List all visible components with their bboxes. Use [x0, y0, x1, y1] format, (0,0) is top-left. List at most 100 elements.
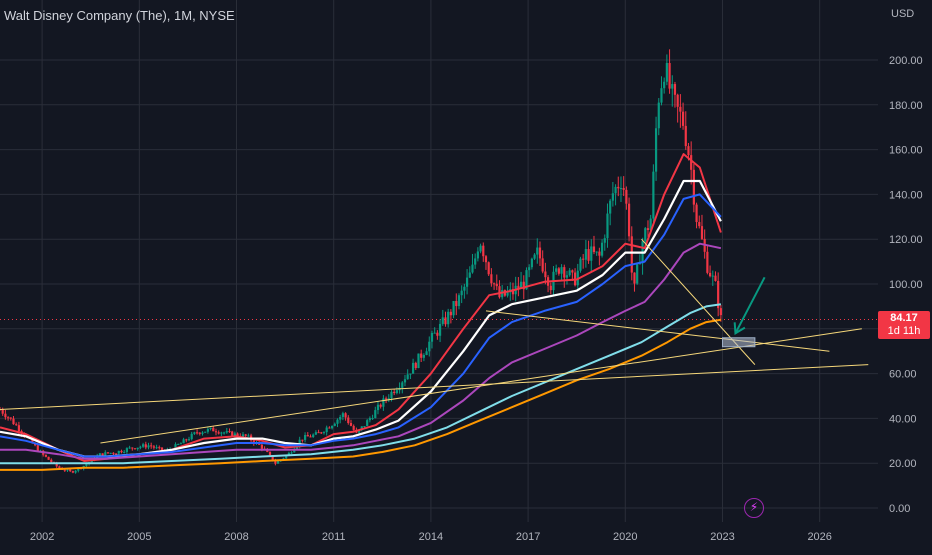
candle-body — [549, 285, 552, 291]
candle-body — [44, 454, 47, 457]
arrow-shaft[interactable] — [734, 276, 766, 334]
candle-body — [433, 332, 436, 334]
candle-body — [185, 439, 188, 441]
candle-body — [233, 433, 236, 437]
candle-body — [114, 453, 118, 455]
candle-body — [322, 432, 326, 434]
candle-body — [673, 84, 677, 95]
candle-body — [382, 398, 385, 407]
candle-body — [187, 439, 191, 441]
candle-body — [447, 311, 450, 325]
candle-body — [177, 444, 180, 446]
candle-body — [422, 354, 425, 358]
candle-body — [136, 447, 139, 450]
candle-body — [649, 218, 652, 231]
bar-countdown: 1d 11h — [887, 325, 921, 337]
candle-body — [557, 268, 560, 274]
candle-body — [212, 427, 215, 432]
candle-body — [312, 434, 315, 438]
candle-body — [69, 469, 72, 472]
candle-body — [568, 270, 571, 276]
candle-body — [414, 362, 417, 369]
trendline-1[interactable] — [0, 364, 869, 410]
candle-body — [220, 432, 223, 434]
moving-average-line-5 — [0, 303, 722, 465]
candle-body — [66, 469, 69, 471]
candle-body — [603, 238, 606, 243]
last-price-value: 84.17 — [890, 312, 918, 324]
candle-body — [692, 169, 695, 205]
candle-body — [409, 373, 412, 375]
candle-body — [417, 353, 420, 369]
candle-body — [204, 431, 207, 433]
candle-body — [104, 452, 107, 456]
candle-body — [498, 286, 501, 298]
candle-body — [58, 466, 61, 469]
candle-body — [584, 249, 587, 260]
candle-body — [452, 301, 455, 316]
candle-body — [625, 189, 628, 204]
candle-body — [471, 264, 474, 273]
candle-body — [106, 452, 110, 454]
candle-body — [360, 426, 363, 430]
candle-body — [411, 362, 415, 374]
y-tick-label: 20.00 — [889, 458, 917, 470]
candle-body — [357, 429, 361, 433]
arrow-head — [733, 322, 746, 335]
candle-body — [31, 438, 34, 444]
candle-body — [395, 390, 398, 394]
candle-body — [565, 275, 569, 278]
candle-body — [530, 258, 533, 268]
candle-body — [198, 432, 201, 434]
candle-body — [719, 308, 722, 316]
candle-body — [131, 447, 134, 449]
candle-body — [636, 264, 639, 284]
candle-body — [182, 439, 185, 444]
candle-body — [260, 444, 263, 449]
x-tick-label: 2002 — [30, 531, 54, 543]
candle-body — [268, 451, 272, 456]
trendline-3[interactable] — [485, 310, 830, 352]
candle-body — [609, 200, 612, 214]
candle-body — [325, 427, 328, 433]
candle-body — [293, 449, 296, 453]
candle-body — [374, 410, 377, 419]
target-zone[interactable] — [721, 337, 756, 348]
candle-body — [244, 434, 247, 436]
candle-body — [449, 311, 452, 316]
candle-body — [160, 447, 164, 451]
candle-body — [714, 275, 717, 281]
candle-body — [320, 432, 323, 434]
candle-body — [617, 186, 620, 189]
candle-body — [195, 432, 199, 434]
candle-body — [541, 258, 544, 272]
y-tick-label: 40.00 — [889, 413, 917, 425]
y-tick-label: 160.00 — [889, 145, 923, 157]
candle-body — [519, 281, 523, 290]
candle-body — [174, 444, 177, 450]
candle-body — [231, 431, 234, 437]
candle-body — [309, 436, 312, 438]
candle-body — [139, 446, 142, 448]
candle-body — [638, 263, 641, 265]
x-tick-label: 2005 — [127, 531, 151, 543]
candle-body — [47, 456, 50, 460]
candle-body — [533, 254, 536, 259]
lightning-bolt-icon[interactable]: ⚡ — [744, 498, 764, 518]
candle-body — [303, 435, 307, 440]
candle-body — [276, 460, 280, 464]
candle-body — [63, 469, 66, 471]
trendline-2[interactable] — [100, 328, 862, 444]
candle-body — [328, 427, 331, 429]
candle-body — [287, 452, 290, 456]
candle-body — [428, 341, 431, 352]
candle-body — [112, 452, 115, 454]
candle-body — [676, 94, 679, 107]
chart-title: Walt Disney Company (The), 1M, NYSE — [4, 8, 235, 23]
candle-body — [463, 286, 466, 291]
candle-body — [285, 455, 288, 459]
candle-body — [1, 409, 4, 414]
candle-body — [298, 439, 301, 446]
